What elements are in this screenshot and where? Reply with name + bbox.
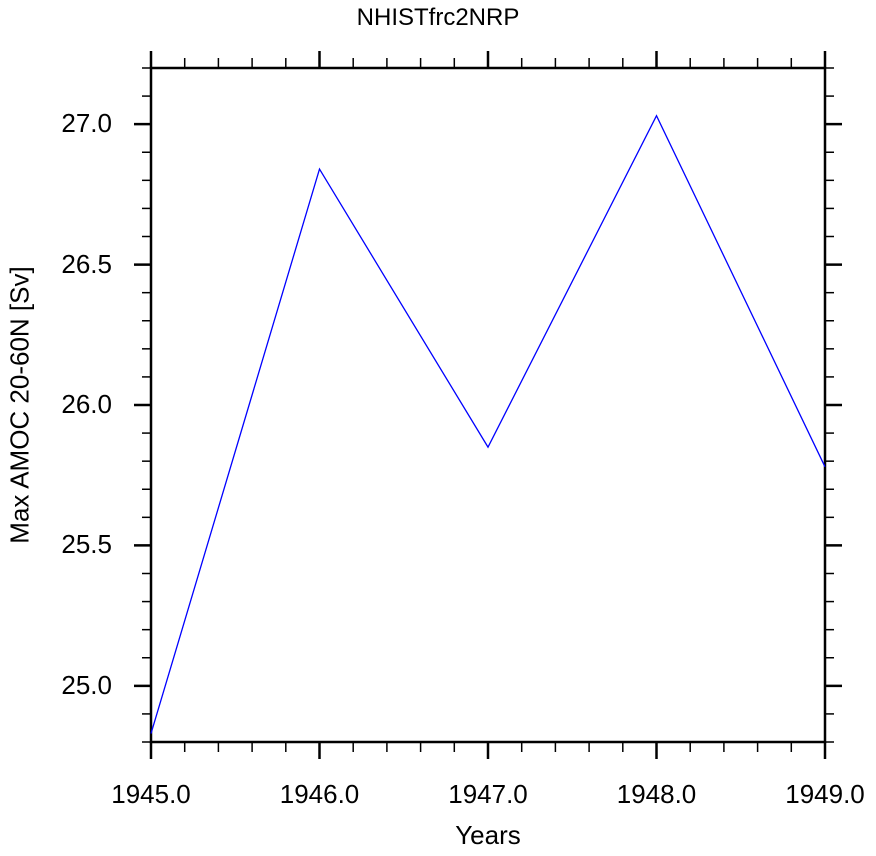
x-tick-label: 1946.0 <box>279 779 360 809</box>
x-tick-label: 1949.0 <box>785 779 865 809</box>
x-axis-label: Years <box>455 820 521 850</box>
y-tick-label: 26.5 <box>61 248 112 279</box>
y-tick-label: 25.5 <box>61 529 112 560</box>
x-tick-label: 1947.0 <box>448 779 528 809</box>
y-tick-label: 26.0 <box>61 389 112 419</box>
x-tick-label: 1948.0 <box>616 779 697 809</box>
data-line <box>150 114 826 734</box>
chart-title: NHISTfrc2NRP <box>356 4 520 31</box>
y-tick-label: 25.0 <box>61 669 112 700</box>
y-tick-label: 27.0 <box>61 108 112 139</box>
x-tick-label: 1945.0 <box>111 779 191 809</box>
plot-frame <box>149 66 827 744</box>
